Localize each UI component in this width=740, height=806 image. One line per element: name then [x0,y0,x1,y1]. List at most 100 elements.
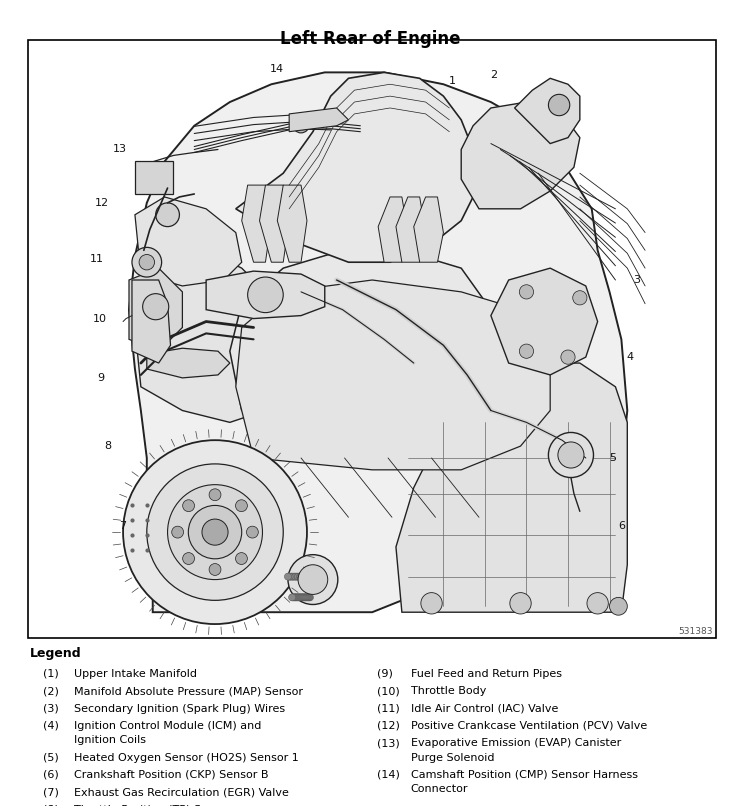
Circle shape [209,488,221,501]
Polygon shape [396,363,628,613]
Circle shape [310,573,317,580]
Text: Left Rear of Engine: Left Rear of Engine [280,30,460,48]
Text: Camshaft Position (CMP) Sensor Harness: Camshaft Position (CMP) Sensor Harness [411,770,638,780]
Circle shape [172,526,184,538]
Circle shape [295,573,301,580]
Circle shape [298,594,305,601]
Circle shape [286,573,293,580]
Text: Secondary Ignition (Spark Plug) Wires: Secondary Ignition (Spark Plug) Wires [74,704,285,713]
Text: 2: 2 [491,70,497,81]
Circle shape [297,594,304,601]
Circle shape [302,594,309,601]
Text: 4: 4 [627,352,634,362]
Text: Legend: Legend [30,647,81,660]
Circle shape [314,573,320,580]
Circle shape [291,594,297,601]
Text: (10): (10) [377,686,400,696]
Text: (1): (1) [43,669,58,679]
Circle shape [302,573,309,580]
Circle shape [610,597,628,615]
Circle shape [139,255,155,270]
Circle shape [519,344,534,359]
Circle shape [296,594,303,601]
Circle shape [293,116,309,133]
Text: Evaporative Emission (EVAP) Canister: Evaporative Emission (EVAP) Canister [411,738,621,748]
Circle shape [312,573,319,580]
Circle shape [300,573,308,580]
Polygon shape [129,73,628,613]
Circle shape [292,573,300,580]
Circle shape [306,594,312,601]
Polygon shape [491,268,598,375]
Text: Throttle Position (TP) Sensor: Throttle Position (TP) Sensor [74,804,232,806]
Circle shape [304,573,311,580]
Circle shape [558,442,584,468]
Text: 6: 6 [618,521,625,531]
Circle shape [248,277,283,313]
Circle shape [293,594,300,601]
Circle shape [155,203,179,226]
Circle shape [307,573,314,580]
Text: Upper Intake Manifold: Upper Intake Manifold [74,669,197,679]
Polygon shape [260,185,289,262]
Circle shape [296,573,303,580]
Circle shape [202,519,228,545]
Text: 7: 7 [119,521,127,531]
Text: (6): (6) [43,770,58,780]
Text: (5): (5) [43,753,58,762]
Circle shape [421,592,443,614]
Polygon shape [230,251,502,446]
Text: Connector: Connector [411,784,468,794]
Circle shape [587,592,608,614]
Circle shape [298,565,328,594]
Circle shape [209,563,221,575]
Text: 531383: 531383 [678,627,713,636]
Text: 3: 3 [633,275,639,285]
Text: Ignition Coils: Ignition Coils [74,735,146,746]
Circle shape [167,484,263,580]
Text: (13): (13) [377,738,400,748]
Polygon shape [206,271,325,318]
Text: (4): (4) [43,721,58,731]
Circle shape [188,505,242,559]
Circle shape [289,594,297,601]
Text: (12): (12) [377,721,400,731]
Text: (8): (8) [43,804,58,806]
Text: 14: 14 [270,64,284,74]
Circle shape [284,573,292,580]
Text: (11): (11) [377,704,400,713]
Circle shape [183,553,195,564]
Polygon shape [396,197,426,262]
Circle shape [183,500,195,512]
Polygon shape [132,280,170,363]
Text: 12: 12 [95,198,110,208]
Text: 1: 1 [448,77,456,86]
Text: Idle Air Control (IAC) Valve: Idle Air Control (IAC) Valve [411,704,558,713]
Circle shape [304,594,312,601]
Circle shape [299,594,306,601]
Text: 5: 5 [609,453,616,463]
Polygon shape [129,268,182,351]
Text: 10: 10 [92,314,107,323]
Polygon shape [236,280,550,470]
Text: (9): (9) [377,669,393,679]
Polygon shape [289,108,349,131]
Text: Heated Oxygen Sensor (HO2S) Sensor 1: Heated Oxygen Sensor (HO2S) Sensor 1 [74,753,299,762]
Text: Ignition Control Module (ICM) and: Ignition Control Module (ICM) and [74,721,261,731]
Circle shape [297,573,305,580]
Polygon shape [135,251,283,422]
Text: 8: 8 [104,441,112,451]
Circle shape [300,594,307,601]
Text: 11: 11 [90,254,104,264]
Circle shape [294,594,301,601]
Polygon shape [378,197,408,262]
Text: Fuel Feed and Return Pipes: Fuel Feed and Return Pipes [411,669,562,679]
Polygon shape [278,185,307,262]
Text: (14): (14) [377,770,400,780]
Circle shape [548,94,570,116]
Text: 13: 13 [113,144,127,155]
Circle shape [315,573,323,580]
Circle shape [288,573,295,580]
Circle shape [303,594,310,601]
Circle shape [235,500,247,512]
